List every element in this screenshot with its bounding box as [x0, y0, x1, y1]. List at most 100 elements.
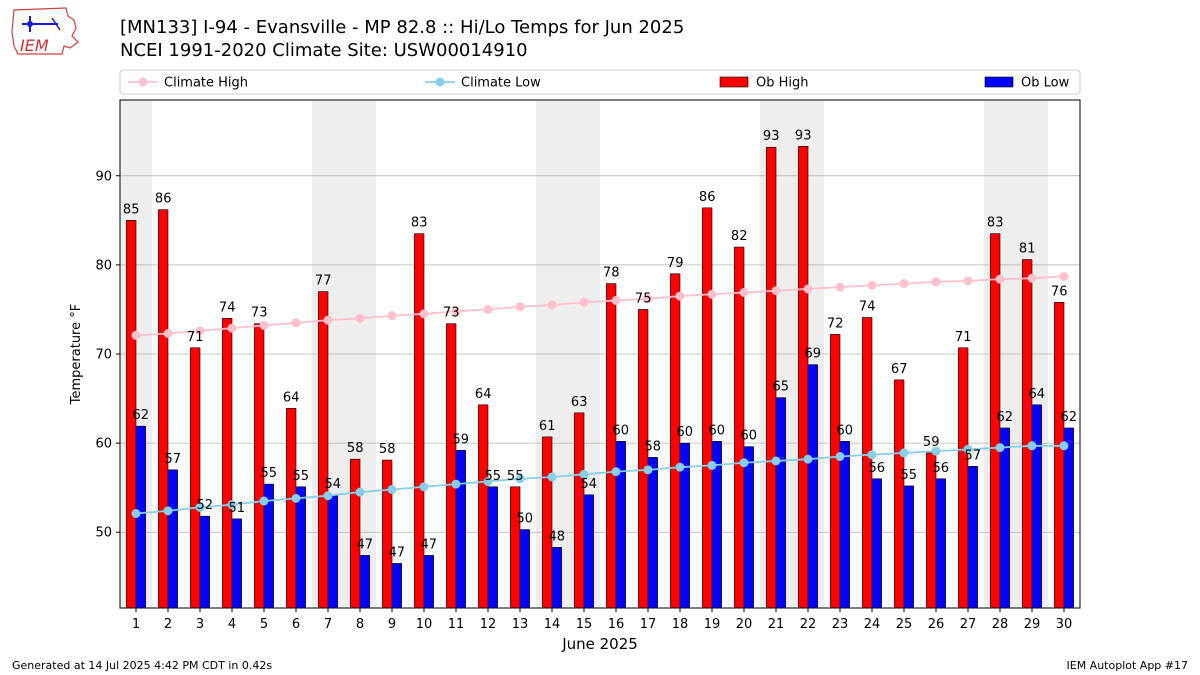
legend-bar-marker	[984, 76, 1014, 88]
ob-low-bar	[263, 483, 274, 609]
ob-low-label: 55	[485, 469, 502, 484]
weekend-band	[536, 100, 568, 608]
x-tick-label: 26	[928, 617, 945, 632]
climate-low-point	[675, 462, 685, 472]
ob-low-label: 69	[805, 347, 822, 362]
climate-high-point	[963, 276, 973, 286]
x-tick-label: 1	[132, 617, 140, 632]
ob-low-bar	[359, 555, 370, 609]
y-tick-label: 60	[95, 437, 112, 452]
climate-high-point	[995, 274, 1005, 284]
x-tick-label: 16	[608, 617, 625, 632]
ob-low-bar	[999, 427, 1010, 609]
ob-low-bar	[871, 478, 882, 609]
x-tick-label: 25	[896, 617, 913, 632]
chart-subtitle: NCEI 1991-2020 Climate Site: USW00014910	[120, 40, 528, 61]
ob-low-label: 64	[1029, 387, 1046, 402]
y-tick-label: 50	[95, 526, 112, 541]
ob-low-bar	[455, 449, 466, 609]
climate-high-point	[323, 315, 333, 325]
ob-high-label: 74	[859, 299, 876, 314]
ob-low-bar	[1031, 404, 1042, 609]
ob-high-bar	[510, 486, 521, 609]
climate-high-point	[163, 329, 173, 339]
ob-low-label: 62	[997, 410, 1014, 425]
climate-low-point	[291, 493, 301, 503]
iowa-outline-icon	[11, 7, 79, 55]
ob-high-bar	[158, 209, 169, 609]
ob-low-label: 54	[325, 477, 342, 492]
ob-high-label: 71	[187, 330, 204, 345]
ob-high-bar	[926, 452, 937, 609]
climate-low-point	[707, 460, 717, 470]
ob-low-label: 56	[869, 461, 886, 476]
ob-high-bar	[894, 379, 905, 609]
ob-low-bar	[583, 494, 594, 609]
ob-low-label: 56	[933, 461, 950, 476]
climate-high-point	[451, 306, 461, 316]
ob-low-label: 54	[581, 477, 598, 492]
ob-high-bar	[638, 309, 649, 609]
ob-low-label: 48	[549, 529, 566, 544]
ob-low-bar	[615, 441, 626, 609]
ob-high-label: 58	[347, 441, 364, 456]
legend-point-marker	[435, 77, 445, 87]
ob-low-label: 50	[517, 512, 534, 527]
climate-low-point	[995, 443, 1005, 453]
climate-low-point	[419, 482, 429, 492]
climate-high-point	[131, 330, 141, 340]
climate-high-point	[835, 282, 845, 292]
ob-high-bar	[414, 233, 425, 609]
ob-high-label: 79	[667, 256, 684, 271]
ob-low-bar	[903, 485, 914, 609]
weekend-band	[312, 100, 344, 608]
climate-high-point	[1027, 273, 1037, 283]
weekend-band	[792, 100, 824, 608]
ob-low-bar	[487, 486, 498, 609]
x-tick-label: 4	[228, 617, 236, 632]
climate-high-point	[515, 302, 525, 312]
ob-low-label: 57	[965, 448, 982, 463]
climate-low-line	[135, 444, 1064, 515]
ob-high-label: 78	[603, 266, 620, 281]
ob-low-label: 60	[709, 423, 726, 438]
climate-high-point	[547, 300, 557, 310]
ob-high-bar	[350, 458, 361, 609]
climate-low-point	[547, 472, 557, 482]
climate-high-point	[899, 279, 909, 289]
ob-high-bar	[478, 404, 489, 609]
climate-low-point	[867, 450, 877, 460]
x-tick-label: 22	[800, 617, 817, 632]
ob-low-bar	[231, 518, 242, 609]
ob-high-bar	[702, 207, 713, 609]
ob-high-label: 76	[1051, 284, 1068, 299]
weekend-band	[760, 100, 792, 608]
ob-low-bar	[647, 457, 658, 609]
y-tick-label: 80	[95, 258, 112, 273]
ob-high-label: 93	[763, 129, 780, 144]
x-tick-label: 2	[164, 617, 172, 632]
y-tick-label: 90	[95, 169, 112, 184]
ob-low-label: 58	[645, 439, 662, 454]
ob-low-bar	[167, 469, 178, 609]
ob-low-label: 62	[133, 408, 150, 423]
climate-low-point	[451, 479, 461, 489]
ob-low-label: 55	[261, 466, 278, 481]
chart-title: [MN133] I-94 - Evansville - MP 82.8 :: H…	[120, 17, 685, 38]
logo-text: IEM	[20, 36, 49, 55]
ob-high-bar	[222, 318, 233, 609]
ob-high-bar	[862, 317, 873, 609]
climate-high-point	[227, 323, 237, 333]
x-tick-label: 21	[768, 617, 785, 632]
ob-low-bar	[551, 547, 562, 609]
x-axis-label: June 2025	[561, 635, 638, 653]
climate-low-point	[771, 456, 781, 466]
climate-high-point	[931, 277, 941, 287]
weekend-band	[568, 100, 600, 608]
climate-high-point	[707, 289, 717, 299]
ob-high-label: 74	[219, 300, 236, 315]
iem-logo: IEM	[11, 7, 79, 55]
climate-low-point	[835, 451, 845, 461]
climate-low-point	[195, 502, 205, 512]
